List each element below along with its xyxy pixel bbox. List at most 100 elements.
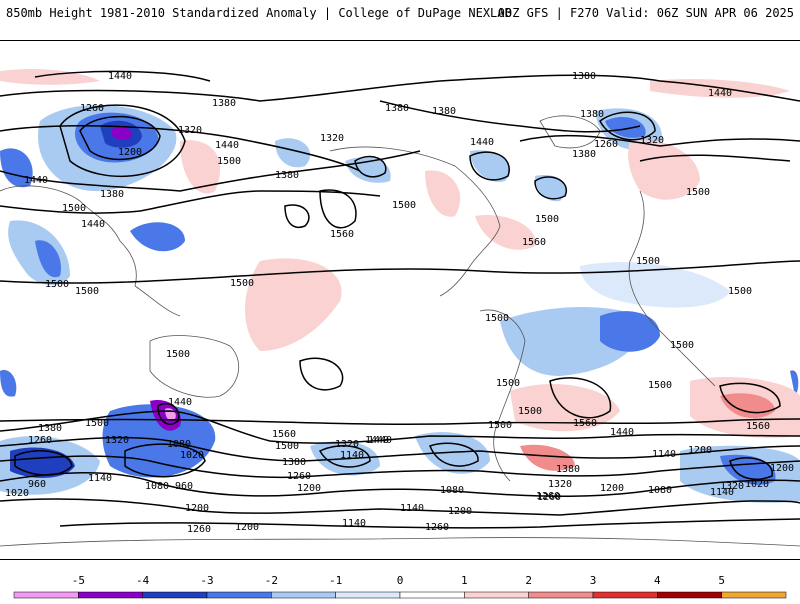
contour-low-alaska [354,155,387,178]
positive-anomaly-arctic [0,69,100,85]
colorbar-segment [464,591,529,599]
colorbar-segment [142,591,208,599]
contour-low-atlantic [534,176,568,200]
contour-label: 1140 [400,503,424,514]
contour-label: 1020 [180,450,204,461]
contour-pacific-1320 [0,125,361,172]
contour-label: 1320 [320,133,344,144]
contour-label: 1440 [708,88,732,99]
coastline-australia [149,335,239,398]
contour-label: 1260 [187,524,211,535]
contour-north-america-1440 [379,100,641,133]
positive-anomaly-south-america-tip [520,444,575,471]
contour-south-atlantic-1560-closed [549,377,612,419]
anomaly-colorbar: -5 -4 -3 -2 -1 0 1 2 3 4 5 [0,562,800,600]
contour-label: 1440 [215,140,239,151]
colorbar-segment [657,591,722,599]
negative-anomaly-south-asia-core [35,240,61,278]
contour-pacific-1440 [0,190,381,214]
contour-label: 1380 [100,189,124,200]
contour-label: 1500 [217,156,241,167]
positive-anomaly-north-pacific [180,140,221,194]
contour-label: 1020 [745,479,769,490]
contour-label: 1380 [572,149,596,160]
colorbar-segments [13,591,787,599]
colorbar-tick-label: -3 [200,574,213,587]
contour-label: 1500 [485,313,509,324]
contour-label: 1440 [24,175,48,186]
negative-anomaly-canada [470,150,511,182]
contour-label: 960 [28,479,46,490]
contour-label: 1440 [610,427,634,438]
coastline-south-america [479,309,526,482]
contour-label: 1500 [648,380,672,391]
title-bar: 850mb Height 1981-2010 Standardized Anom… [0,0,800,34]
contour-label: 1020 [5,488,29,499]
colorbar-segment [13,591,79,599]
contour-europe-1500 [639,154,791,162]
positive-anomaly-us-east [475,215,536,250]
coastline-europe-africa [628,190,716,387]
colorbar-ticks: -5 -4 -3 -2 -1 0 1 2 3 4 5 [72,574,725,587]
contour-label: 1500 [275,441,299,452]
colorbar-segment [721,591,787,599]
negative-anomaly-greenland-core [605,116,646,138]
contour-label: 1500 [518,406,542,417]
contour-label: 1380 [212,98,236,109]
contour-label: 1560 [746,421,770,432]
contour-label: 1320 [640,135,664,146]
positive-anomaly-south-atlantic [510,383,620,432]
map-canvas: 1440 1380 1260 1380 1320 1200 1440 1500 … [0,69,800,547]
map-title: 850mb Height 1981-2010 Standardized Anom… [6,6,512,20]
negative-anomaly-west-edge [0,370,17,397]
contour-label: 1200 [600,483,624,494]
contour-label: 1560 [522,237,546,248]
coastline-antarctica [0,537,800,547]
contour-label: 1140 [342,518,366,529]
colorbar-segment [271,591,336,599]
contour-label: 1260 [594,139,618,150]
contour-label: 1560 [573,418,597,429]
negative-anomaly-south-pacific-west-core [10,447,75,478]
contour-label: 1560 [330,229,354,240]
contour-label: 1200 [118,147,142,158]
contour-label: 1500 [496,378,520,389]
contour-label: 1140 [652,449,676,460]
contour-label: 1500 [62,203,86,214]
contour-label: 1500 [728,286,752,297]
negative-anomaly-tasman [102,404,216,478]
contour-label: 1320 [105,435,129,446]
contour-low-tasman [157,402,180,425]
contour-south-1380 [0,436,800,462]
colorbar-segment [528,591,594,599]
height-contours [0,70,800,529]
contour-label: 1080 [145,481,169,492]
contour-low-canada [469,151,510,181]
contour-label: 1380 [580,109,604,120]
contour-south-1320 [0,455,800,479]
positive-anomaly-central-pacific [245,258,342,351]
contour-label: 960 [175,481,193,492]
anomaly-shading [0,69,800,503]
contour-label: 1380 [572,71,596,82]
contour-label: 1260 [80,103,104,114]
colorbar-tick-label: 0 [397,574,404,587]
contour-north-1440 [34,70,211,82]
contour-low-asia-2 [59,104,186,177]
negative-anomaly-south-atlantic-core [600,311,660,352]
colorbar-tick-label: -5 [72,574,85,587]
contour-low-south-4 [429,442,479,467]
negative-anomaly-north-pacific [275,138,311,168]
contour-label: 1440 [168,397,192,408]
colorbar-tick-label: -1 [329,574,342,587]
contour-labels: 1440 1380 1260 1380 1320 1200 1440 1500 … [5,71,794,535]
contour-label: 1200 [770,463,794,474]
contour-pacific-1500-closed [284,204,310,228]
contour-low-south-2 [124,443,206,478]
negative-anomaly-south-indian-core [720,454,776,485]
contour-label: 1380 [432,106,456,117]
colorbar-tick-label: 5 [718,574,725,587]
contour-greenland-low [599,111,656,141]
contour-south-1440 [0,410,800,444]
contour-indian-1560-closed [719,382,781,414]
